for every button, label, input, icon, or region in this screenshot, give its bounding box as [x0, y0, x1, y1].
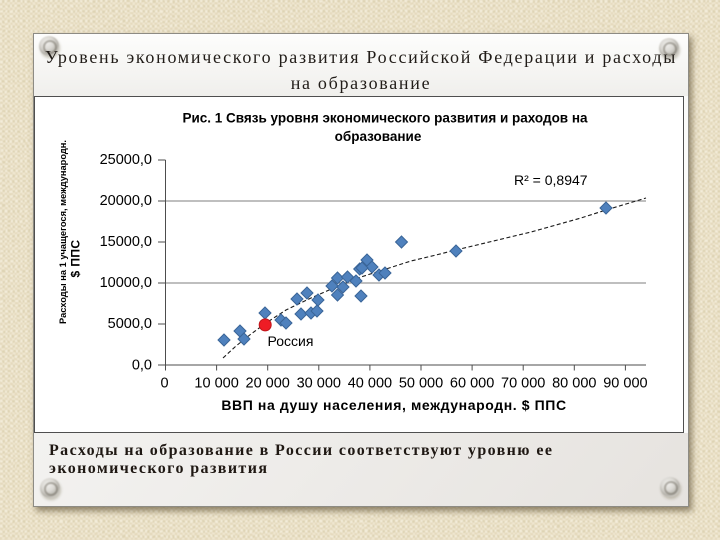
- svg-text:70 000: 70 000: [501, 376, 545, 392]
- svg-text:15000,0: 15000,0: [100, 234, 152, 250]
- svg-text:0,0: 0,0: [132, 357, 152, 373]
- svg-text:10000,0: 10000,0: [100, 275, 152, 291]
- svg-text:20 000: 20 000: [246, 376, 290, 392]
- svg-text:25000,0: 25000,0: [100, 152, 152, 168]
- svg-text:50 000: 50 000: [399, 376, 443, 392]
- svg-text:20000,0: 20000,0: [100, 193, 152, 209]
- svg-text:ВВП на душу населения, междуна: ВВП на душу населения, международн. $ ПП…: [221, 397, 566, 413]
- svg-text:40 000: 40 000: [348, 376, 392, 392]
- svg-text:$ ППС: $ ППС: [69, 240, 83, 278]
- svg-text:Расходы на 1 учащегося, междун: Расходы на 1 учащегося, международн.: [58, 140, 68, 324]
- svg-text:Россия: Россия: [268, 333, 314, 349]
- svg-text:60 000: 60 000: [450, 376, 494, 392]
- svg-text:10 000: 10 000: [194, 376, 238, 392]
- svg-text:30 000: 30 000: [297, 376, 341, 392]
- svg-text:R² = 0,8947: R² = 0,8947: [514, 172, 588, 188]
- svg-text:5000,0: 5000,0: [108, 316, 152, 332]
- svg-text:0: 0: [160, 376, 168, 392]
- svg-text:80 000: 80 000: [552, 376, 596, 392]
- svg-text:образование: образование: [335, 129, 422, 144]
- svg-text:90 000: 90 000: [603, 376, 647, 392]
- svg-text:Рис. 1 Связь уровня экономичес: Рис. 1 Связь уровня экономического разви…: [182, 111, 588, 126]
